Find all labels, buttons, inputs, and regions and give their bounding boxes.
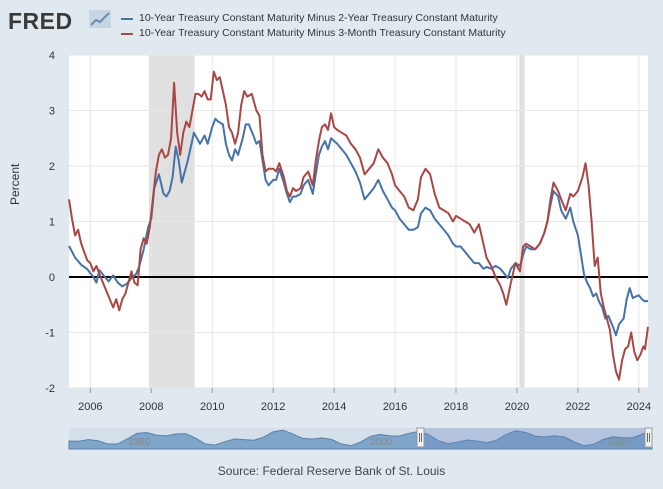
- x-tick-label: 2016: [383, 401, 407, 413]
- legend-label-3m: 10-Year Treasury Constant Maturity Minus…: [139, 27, 506, 39]
- fred-logo[interactable]: FRED: [8, 8, 73, 34]
- legend-swatch-2y: [121, 17, 133, 20]
- navigator-series: [68, 429, 653, 450]
- navigator-label: 1980: [128, 437, 151, 448]
- legend-entry[interactable]: 10-Year Treasury Constant Maturity Minus…: [121, 26, 506, 41]
- y-tick-label: 2: [49, 161, 55, 173]
- x-tick-label: 2022: [566, 401, 590, 413]
- navigator-selection[interactable]: [418, 428, 649, 449]
- y-tick-label: 3: [49, 106, 55, 118]
- navigator-label: 2000: [370, 437, 393, 448]
- y-tick-label: 0: [49, 272, 55, 284]
- x-tick-label: 2010: [200, 401, 224, 413]
- x-tick-label: 2014: [322, 401, 346, 413]
- x-tick-label: 2012: [261, 401, 285, 413]
- y-tick-label: -2: [45, 383, 55, 395]
- legend-label-2y: 10-Year Treasury Constant Maturity Minus…: [139, 12, 498, 24]
- x-tick-label: 2024: [627, 401, 651, 413]
- source-caption: Source: Federal Reserve Bank of St. Loui…: [217, 464, 446, 478]
- navigator-handle[interactable]: [416, 427, 425, 448]
- header: FRED 10-Year Treasury Constant Maturity …: [0, 0, 663, 50]
- legend-swatch-3m: [121, 32, 133, 35]
- y-tick-label: -1: [45, 328, 55, 340]
- series-line-10y-minus-2y: [68, 117, 649, 337]
- y-tick-label: 4: [49, 50, 55, 62]
- x-tick-label: 2020: [505, 401, 529, 413]
- x-tick-label: 2008: [139, 401, 163, 413]
- x-tick-label: 2018: [444, 401, 468, 413]
- y-tick-label: 1: [49, 217, 55, 229]
- line-chart-icon: [89, 10, 111, 28]
- line-chart: -2 -1 0 1 2 3 4 2006 2008 2010 2012 2014 2016 2018 20…: [45, 50, 653, 450]
- navigator-handle[interactable]: [644, 427, 653, 448]
- chart-legend: 10-Year Treasury Constant Maturity Minus…: [121, 11, 506, 41]
- navigator-label: 2020: [608, 437, 631, 448]
- legend-entry[interactable]: 10-Year Treasury Constant Maturity Minus…: [121, 11, 506, 26]
- x-tick-label: 2006: [78, 401, 102, 413]
- series-line-10y-minus-3m: [68, 70, 649, 381]
